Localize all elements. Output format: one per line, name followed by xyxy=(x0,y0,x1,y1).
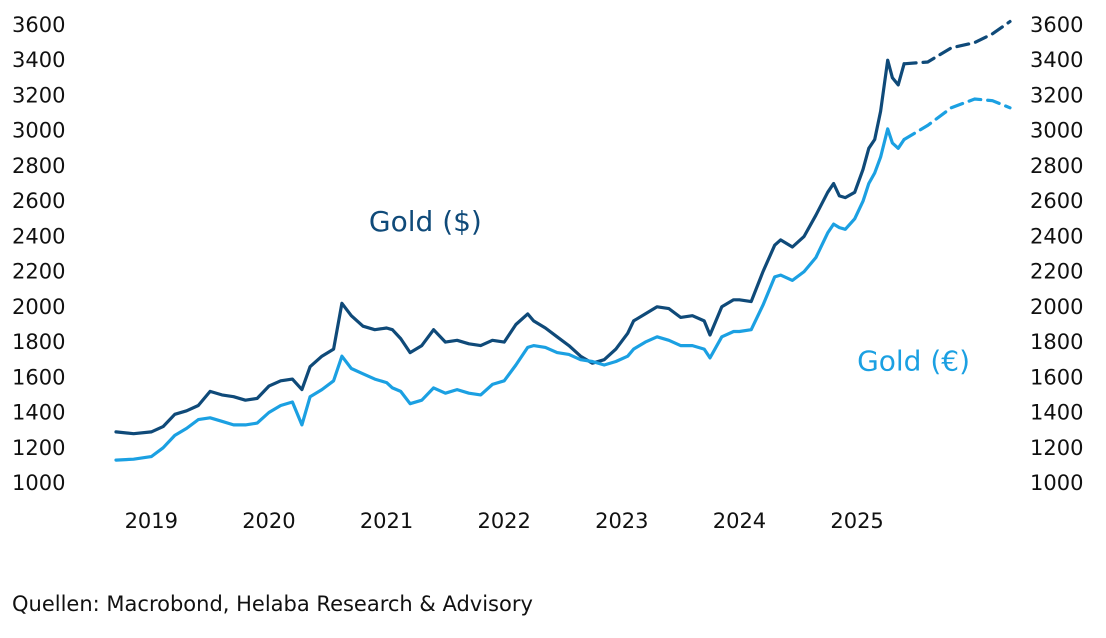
y-tick-right: 1600 xyxy=(1030,365,1083,389)
x-axis-ticks: 2019 2020 2021 2022 2023 2024 2025 xyxy=(125,509,884,533)
y-tick-right: 2800 xyxy=(1030,154,1083,178)
y-tick-left: 2200 xyxy=(12,260,65,284)
y-tick-right: 2400 xyxy=(1030,224,1083,248)
y-tick-left: 2000 xyxy=(12,295,65,319)
series-lines xyxy=(114,19,1012,462)
series-line-actual xyxy=(114,127,906,462)
y-tick-right: 3600 xyxy=(1030,13,1083,37)
series-line-forecast xyxy=(902,97,1012,142)
y-tick-right: 1400 xyxy=(1030,401,1083,425)
y-tick-left: 1200 xyxy=(12,436,65,460)
y-tick-right: 2000 xyxy=(1030,295,1083,319)
y-tick-right: 1800 xyxy=(1030,330,1083,354)
x-tick: 2021 xyxy=(360,509,413,533)
series-label: Gold ($) xyxy=(369,205,482,238)
y-tick-right: 3200 xyxy=(1030,83,1083,107)
y-tick-right: 1200 xyxy=(1030,436,1083,460)
x-tick: 2022 xyxy=(477,509,530,533)
y-tick-left: 1800 xyxy=(12,330,65,354)
gold-price-chart: 1000 1200 1400 1600 1800 2000 2200 2400 2600 2800… xyxy=(12,13,1083,533)
y-tick-left: 3400 xyxy=(12,48,65,72)
y-axis-right-ticks: 1000 1200 1400 1600 1800 2000 2200 2400 2600 2800… xyxy=(1030,13,1083,495)
y-tick-left: 1400 xyxy=(12,401,65,425)
y-tick-left: 2800 xyxy=(12,154,65,178)
y-tick-left: 3200 xyxy=(12,83,65,107)
y-tick-right: 1000 xyxy=(1030,471,1083,495)
y-tick-right: 2600 xyxy=(1030,189,1083,213)
series-line-actual xyxy=(114,58,906,436)
x-tick: 2019 xyxy=(125,509,178,533)
x-tick: 2024 xyxy=(713,509,766,533)
y-tick-left: 3600 xyxy=(12,13,65,37)
series-labels: Gold ($) Gold (€) xyxy=(369,205,970,377)
y-tick-right: 3400 xyxy=(1030,48,1083,72)
y-tick-left: 2400 xyxy=(12,224,65,248)
x-tick: 2020 xyxy=(242,509,295,533)
y-tick-right: 2200 xyxy=(1030,260,1083,284)
y-tick-left: 3000 xyxy=(12,119,65,143)
y-tick-right: 3000 xyxy=(1030,119,1083,143)
y-tick-left: 1000 xyxy=(12,471,65,495)
y-tick-left: 1600 xyxy=(12,365,65,389)
series-label: Gold (€) xyxy=(857,344,970,377)
x-tick: 2025 xyxy=(830,509,883,533)
series-line-forecast xyxy=(902,19,1012,66)
source-note: Quellen: Macrobond, Helaba Research & Ad… xyxy=(12,592,533,616)
y-tick-left: 2600 xyxy=(12,189,65,213)
x-tick: 2023 xyxy=(595,509,648,533)
y-axis-left-ticks: 1000 1200 1400 1600 1800 2000 2200 2400 2600 2800… xyxy=(12,13,65,495)
